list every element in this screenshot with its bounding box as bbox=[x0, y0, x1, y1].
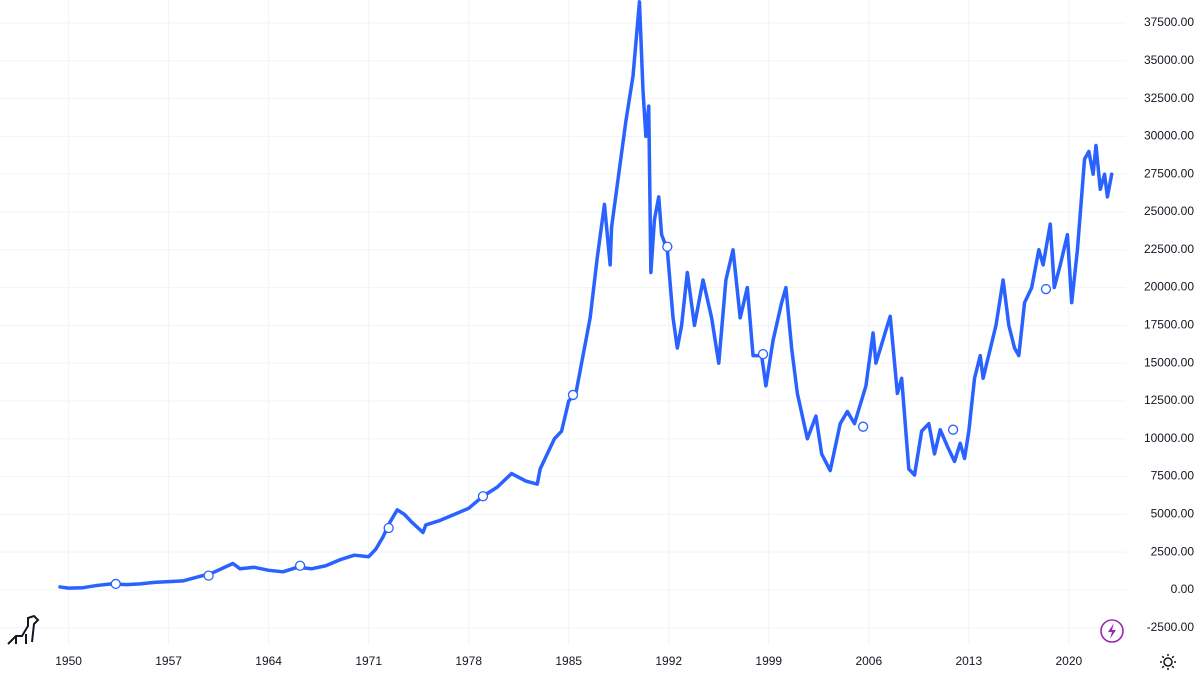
gear-center bbox=[1163, 657, 1173, 667]
y-tick-label: 32500.00 bbox=[1144, 91, 1194, 105]
y-tick-label: 37500.00 bbox=[1144, 15, 1194, 29]
event-marker bbox=[947, 424, 959, 435]
x-tick-label: 1971 bbox=[355, 654, 382, 668]
x-tick-label: 1985 bbox=[555, 654, 582, 668]
y-tick-label: 0.00 bbox=[1171, 582, 1195, 596]
y-tick-label: 35000.00 bbox=[1144, 53, 1194, 67]
y-tick-label: 25000.00 bbox=[1144, 204, 1194, 218]
y-tick-label: 10000.00 bbox=[1144, 431, 1194, 445]
lightning-button[interactable] bbox=[1100, 619, 1124, 643]
event-marker bbox=[383, 522, 394, 534]
event-marker bbox=[662, 241, 673, 252]
x-tick-label: 1992 bbox=[655, 654, 682, 668]
x-tick-label: 1978 bbox=[455, 654, 482, 668]
y-tick-label: 12500.00 bbox=[1144, 393, 1194, 407]
y-tick-label: 7500.00 bbox=[1151, 469, 1195, 483]
gear-teeth bbox=[1160, 654, 1176, 670]
x-tick-label: 1950 bbox=[55, 654, 82, 668]
y-tick-label: 22500.00 bbox=[1144, 242, 1194, 256]
event-marker bbox=[203, 570, 214, 581]
y-tick-label: 2500.00 bbox=[1151, 544, 1195, 558]
lightning-icon bbox=[1108, 623, 1116, 639]
grid bbox=[0, 0, 1126, 645]
event-marker bbox=[857, 421, 869, 432]
x-tick-label: 1957 bbox=[155, 654, 182, 668]
plot bbox=[58, 0, 1114, 590]
y-tick-label: 20000.00 bbox=[1144, 280, 1194, 294]
x-tick-label: 2006 bbox=[855, 654, 882, 668]
logo[interactable] bbox=[7, 614, 40, 645]
event-marker bbox=[1040, 283, 1052, 295]
y-tick-label: 30000.00 bbox=[1144, 129, 1194, 143]
event-marker bbox=[757, 348, 769, 360]
y-tick-label: 15000.00 bbox=[1144, 355, 1194, 369]
y-tick-label: 17500.00 bbox=[1144, 318, 1194, 332]
y-tick-label: 5000.00 bbox=[1151, 507, 1195, 521]
x-tick-label: 1999 bbox=[755, 654, 782, 668]
event-marker bbox=[477, 491, 489, 502]
event-marker bbox=[294, 560, 306, 571]
x-tick-label: 1964 bbox=[255, 654, 282, 668]
y-tick-label: -2500.00 bbox=[1147, 620, 1195, 634]
settings-button[interactable] bbox=[1160, 654, 1176, 670]
x-tick-label: 2013 bbox=[955, 654, 982, 668]
price-line bbox=[58, 0, 1114, 590]
x-tick-label: 2020 bbox=[1055, 654, 1082, 668]
y-tick-label: 27500.00 bbox=[1144, 166, 1194, 180]
logo-icon bbox=[7, 614, 40, 645]
event-marker bbox=[567, 389, 579, 401]
event-marker bbox=[110, 578, 121, 590]
